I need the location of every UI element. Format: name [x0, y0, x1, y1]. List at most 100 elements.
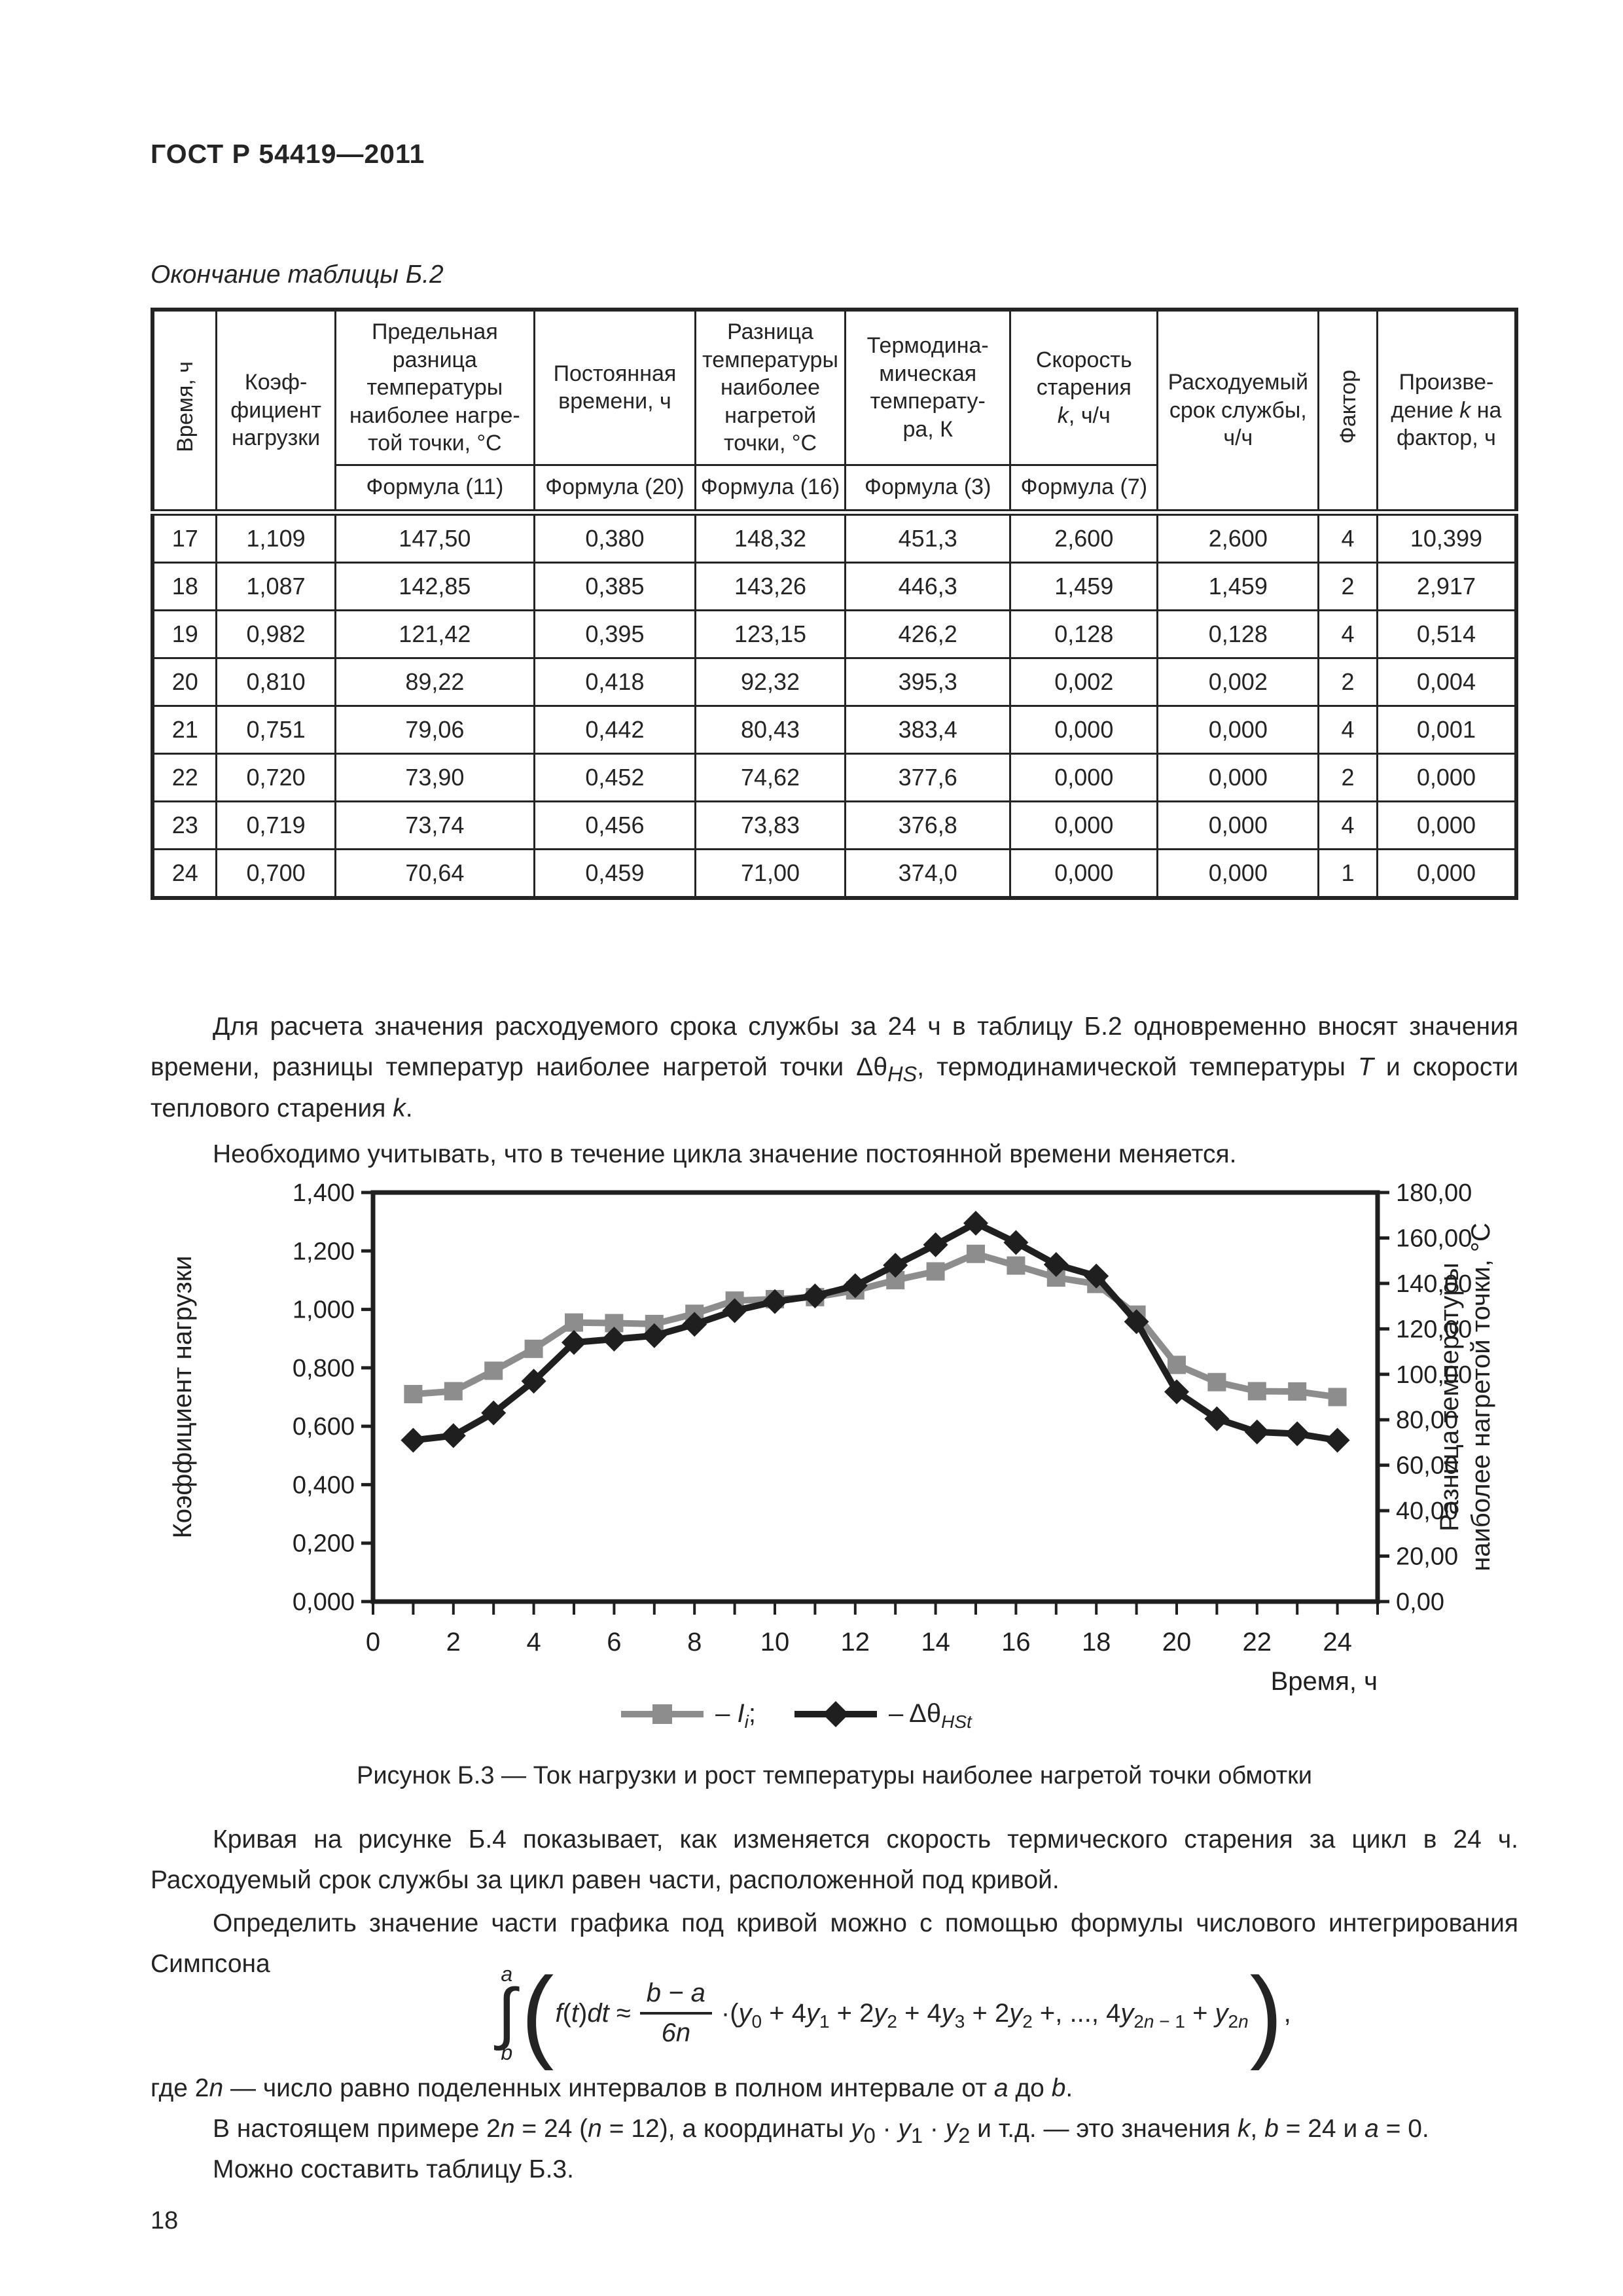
table-cell: 0,004 [1376, 656, 1518, 707]
table-cell: 0,700 [215, 848, 336, 899]
table-cell: 4 [1317, 511, 1378, 564]
table-cell: 426,2 [844, 609, 1012, 659]
table-cell: 89,22 [334, 656, 535, 707]
right-axis-title-line1: Разница температуры [1435, 1263, 1464, 1532]
table-cell: 2 [1317, 561, 1378, 611]
legend-diamond-marker-icon [794, 1700, 878, 1727]
table-cell: 395,3 [844, 656, 1012, 707]
right-axis-title-line2: наиболее нагретой точки, °С [1467, 1223, 1495, 1571]
table-cell: 73,74 [334, 800, 535, 850]
right-tick-label: 0,00 [1396, 1588, 1444, 1616]
legend-label: – ΔθHSt [889, 1699, 972, 1732]
table-cell: 0,442 [533, 704, 696, 755]
series-line-1 [412, 1219, 1338, 1444]
table-cell: 0,128 [1156, 609, 1320, 659]
column-header-3: Постоянная времени, ч [533, 308, 696, 466]
table-cell: 0,000 [1009, 704, 1159, 755]
square-marker-icon [1328, 1388, 1347, 1407]
data-table-b2: Время, ч Коэф-фициент нагрузки Предельная ра… [151, 308, 1518, 900]
diamond-marker-icon [762, 1289, 787, 1314]
table-cell: 0,000 [1009, 800, 1159, 850]
line-chart-figure-b3: 0,0000,2000,4000,6000,8001,0001,2001,400… [168, 1179, 1495, 1696]
formula-trailing-comma: , [1283, 1998, 1291, 2028]
x-tick-label: 8 [687, 1628, 702, 1657]
left-tick-label: 1,400 [293, 1179, 355, 1207]
table-cell: 383,4 [844, 704, 1012, 755]
diamond-marker-icon [1204, 1406, 1230, 1431]
table-cell: 10,399 [1376, 511, 1518, 564]
diamond-marker-icon [963, 1210, 988, 1236]
right-tick-label: 160,00 [1396, 1225, 1472, 1252]
diamond-marker-icon [521, 1369, 546, 1394]
table-cell: 17 [151, 511, 218, 564]
table-cell: 2,600 [1009, 511, 1159, 564]
right-tick-label: 80,00 [1396, 1407, 1458, 1434]
x-tick-label: 16 [1001, 1628, 1031, 1657]
left-tick-label: 0,600 [293, 1413, 355, 1441]
page-number: 18 [151, 2207, 179, 2234]
table-cell: 4 [1317, 704, 1378, 755]
table-cell: 0,000 [1009, 848, 1159, 899]
table-cell: 73,90 [334, 752, 535, 802]
table-cell: 0,002 [1009, 656, 1159, 707]
table-row: 21 0,751 79,06 0,442 80,43 383,4 0,000 0,000 4 0,… [151, 704, 1518, 755]
table-row: 20 0,810 89,22 0,418 92,32 395,3 0,002 0,002 2 0,… [151, 656, 1518, 707]
table-cell: 1,087 [215, 561, 336, 611]
square-marker-icon [1007, 1256, 1026, 1275]
table-cell: 1,459 [1156, 561, 1320, 611]
table-row: 19 0,982 121,42 0,395 123,15 426,2 0,128 0,128 4… [151, 609, 1518, 659]
integral-sign: a ∫ b [497, 1964, 516, 2063]
left-axis-title: Коэффициент нагрузки [168, 1255, 197, 1538]
integral-lower-limit: b [501, 2041, 513, 2065]
table-cell: 0,751 [215, 704, 336, 755]
formula-ref-3: Формула (20) [533, 463, 696, 513]
right-tick-label: 40,00 [1396, 1498, 1458, 1525]
legend-label: – Ii; [715, 1699, 757, 1732]
table-cell: 79,06 [334, 704, 535, 755]
square-marker-icon [926, 1262, 945, 1281]
square-marker-icon [404, 1385, 423, 1404]
table-header-row: Время, ч Коэф-фициент нагрузки Предельная ра… [151, 308, 1518, 513]
table-header: Время, ч Коэф-фициент нагрузки Предельная ра… [151, 308, 1518, 513]
left-tick-label: 1,000 [293, 1297, 355, 1324]
table-cell: 0,000 [1156, 752, 1320, 802]
table-cell: 23 [151, 800, 218, 850]
note-final: Можно составить таблицу Б.3. [213, 2155, 574, 2183]
formula-ref-6: Формула (7) [1009, 463, 1159, 513]
table-cell: 374,0 [844, 848, 1012, 899]
table-cell: 0,002 [1156, 656, 1320, 707]
table-row: 24 0,700 70,64 0,459 71,00 374,0 0,000 0,000 1 0,… [151, 848, 1518, 899]
table-cell: 0,128 [1009, 609, 1159, 659]
diamond-marker-icon [440, 1423, 466, 1448]
chart-legend: – Ii; – ΔθHSt [111, 1699, 1479, 1732]
square-marker-icon [1288, 1382, 1307, 1401]
integral-upper-limit: a [501, 1962, 513, 1986]
table-cell: 19 [151, 609, 218, 659]
integral-glyph-icon: ∫ [497, 1975, 516, 2051]
diamond-marker-icon [481, 1400, 507, 1426]
table-cell: 143,26 [694, 561, 847, 611]
diamond-marker-icon [1244, 1419, 1270, 1444]
square-marker-icon [1247, 1382, 1266, 1401]
table-cell: 24 [151, 848, 218, 899]
column-header-1: Коэф-фициент нагрузки [215, 308, 336, 513]
table-cell: 376,8 [844, 800, 1012, 850]
diamond-marker-icon [842, 1273, 868, 1299]
x-tick-label: 2 [446, 1628, 461, 1657]
column-header-7: Расходуемый срок службы, ч/ч [1156, 308, 1320, 513]
formula-ref-4: Формула (16) [694, 463, 847, 513]
table-cell: 0,719 [215, 800, 336, 850]
table-cell: 0,000 [1156, 704, 1320, 755]
diamond-marker-icon [1003, 1230, 1029, 1255]
table-cell: 1,109 [215, 511, 336, 564]
paragraph-2: Необходимо учитывать, что в течение цикл… [213, 1140, 1237, 1168]
diamond-marker-icon [802, 1283, 828, 1308]
diamond-marker-icon [923, 1232, 948, 1257]
diamond-marker-icon [1084, 1263, 1109, 1289]
legend-item: – Ii; [618, 1699, 757, 1732]
table-cell: 142,85 [334, 561, 535, 611]
left-tick-label: 0,400 [293, 1471, 355, 1499]
table-cell: 1,459 [1009, 561, 1159, 611]
table-cell: 74,62 [694, 752, 847, 802]
diamond-marker-icon [722, 1298, 747, 1323]
